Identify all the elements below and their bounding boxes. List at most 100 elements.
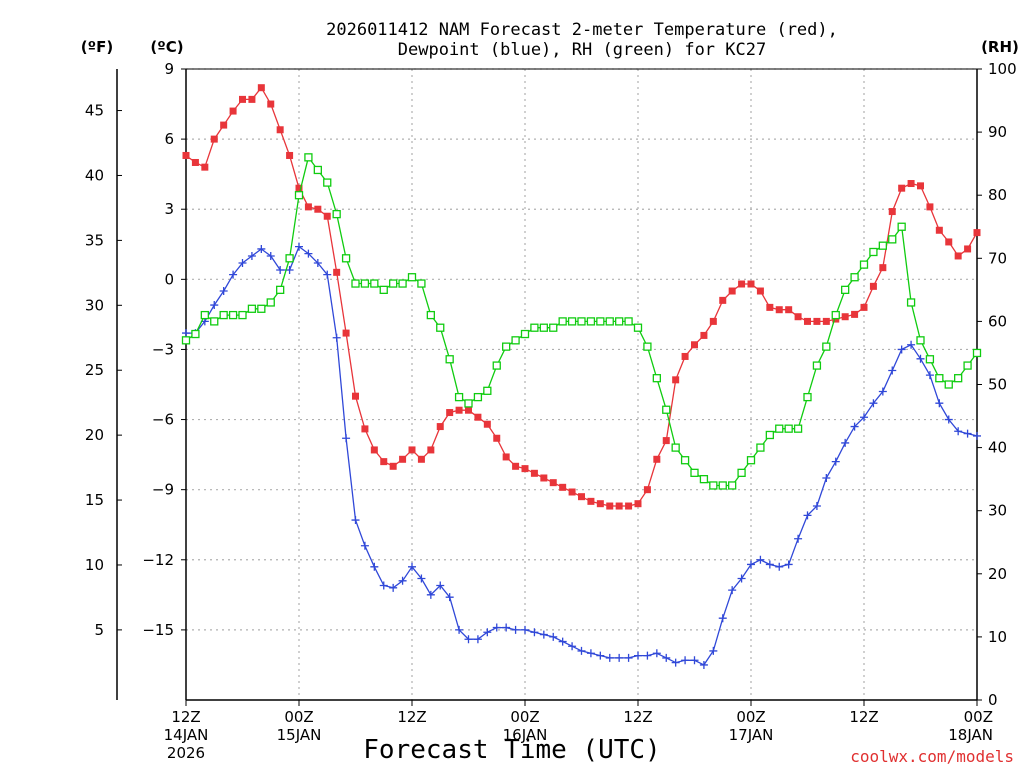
temperature-point xyxy=(559,483,567,491)
dewpoint-point xyxy=(182,329,190,338)
rh-point xyxy=(822,342,831,351)
temperature-point xyxy=(804,317,811,325)
rh-point xyxy=(238,310,247,320)
dewpoint-point xyxy=(878,387,887,396)
dewpoint-point xyxy=(888,366,897,375)
temperature-point xyxy=(239,95,246,103)
temperature-point xyxy=(530,469,538,477)
rh-point xyxy=(916,336,925,345)
fahrenheit-tick-label: 10 xyxy=(85,556,104,574)
fahrenheit-tick-label: 5 xyxy=(94,621,104,639)
x-tick-label: 12Z xyxy=(849,708,878,726)
temperature-point xyxy=(973,229,981,237)
temperature-point xyxy=(841,313,849,321)
temperature-point xyxy=(596,500,604,508)
rh-tick-label: 30 xyxy=(988,502,1007,520)
rh-point xyxy=(464,399,473,408)
temperature-point xyxy=(926,203,934,211)
dewpoint-point xyxy=(681,656,690,665)
rh-point xyxy=(728,481,737,490)
temperature-point xyxy=(408,446,416,454)
rh-point xyxy=(389,279,398,288)
dewpoint-point xyxy=(944,415,953,424)
dewpoint-point xyxy=(313,258,322,267)
temperature-point xyxy=(427,446,435,454)
rh-point xyxy=(793,424,803,433)
rh-point xyxy=(925,355,935,364)
temperature-point xyxy=(370,446,378,454)
rh-point xyxy=(426,310,435,320)
dewpoint-point xyxy=(247,251,256,260)
dewpoint-point xyxy=(257,244,266,253)
temperature-point xyxy=(672,376,680,384)
dewpoint-point xyxy=(624,653,633,662)
dewpoint-point xyxy=(812,502,821,511)
rh-point xyxy=(191,329,200,339)
temperature-point xyxy=(869,282,877,290)
temperature-point xyxy=(465,406,472,414)
dewpoint-point xyxy=(473,635,482,644)
dewpoint-point xyxy=(963,429,972,438)
temperature-point xyxy=(191,158,199,166)
x-tick-date: 15JAN xyxy=(277,726,322,744)
temperature-point xyxy=(210,135,218,143)
temperature-point xyxy=(860,303,868,311)
temperature-point xyxy=(728,287,736,295)
rh-point xyxy=(690,468,699,477)
x-axis-label: Forecast Time (UTC) xyxy=(363,735,660,765)
rh-point xyxy=(502,342,511,351)
dewpoint-point xyxy=(737,574,746,583)
temperature-point xyxy=(512,462,520,470)
temperature-point xyxy=(446,409,454,417)
dewpoint-point xyxy=(841,438,850,447)
rh-point xyxy=(473,392,483,402)
dewpoint-point xyxy=(295,242,303,251)
dewpoint-point xyxy=(671,658,680,667)
temperature-point xyxy=(201,163,209,171)
dewpoint-point xyxy=(643,651,652,660)
rh-tick-label: 20 xyxy=(988,565,1007,583)
rh-tick-label: 80 xyxy=(988,186,1007,204)
temperature-point xyxy=(709,317,717,325)
celsius-tick-label: 3 xyxy=(164,200,174,218)
temperature-point xyxy=(248,95,256,103)
temperature-point xyxy=(700,331,708,339)
dewpoint-point xyxy=(794,534,803,543)
dewpoint-point xyxy=(765,560,774,569)
chart-title-line2: Dewpoint (blue), RH (green) for KC27 xyxy=(398,40,766,60)
dewpoint-point xyxy=(596,651,605,660)
dewpoint-point xyxy=(709,646,718,655)
dewpoint-point xyxy=(549,632,558,641)
rh-point xyxy=(831,310,840,320)
rh-point xyxy=(878,241,887,250)
rh-point xyxy=(605,317,614,326)
rh-tick-label: 40 xyxy=(988,439,1007,457)
rh-point xyxy=(775,424,784,433)
x-tick-date: 14JAN xyxy=(164,726,209,744)
rh-tick-label: 0 xyxy=(988,691,998,709)
tick-labels: 9630−3−6−9−12−15454035302520151051009080… xyxy=(85,60,1017,762)
rh-point xyxy=(200,310,209,320)
rh-point xyxy=(699,474,709,484)
rh-point xyxy=(323,178,332,187)
dewpoint-point xyxy=(351,516,360,525)
fahrenheit-tick-label: 15 xyxy=(85,491,104,509)
x-tick-label: 00Z xyxy=(510,708,539,726)
dewpoint-point xyxy=(718,614,727,623)
temperature-point xyxy=(785,306,793,314)
rh-point xyxy=(351,279,360,288)
temperature-point xyxy=(625,502,633,510)
dewpoint-point xyxy=(417,574,426,583)
rh-point xyxy=(586,317,596,326)
dewpoint-point xyxy=(511,625,520,634)
temperature-point xyxy=(286,151,294,159)
rh-point xyxy=(228,310,238,320)
celsius-tick-label: 6 xyxy=(164,130,174,148)
rh-point xyxy=(285,254,294,263)
dewpoint-point xyxy=(577,646,586,655)
temperature-point xyxy=(945,238,953,246)
rh-tick-label: 100 xyxy=(988,60,1017,78)
temperature-point xyxy=(681,352,689,360)
dewpoint-point xyxy=(822,473,831,482)
temperature-point xyxy=(399,455,407,463)
